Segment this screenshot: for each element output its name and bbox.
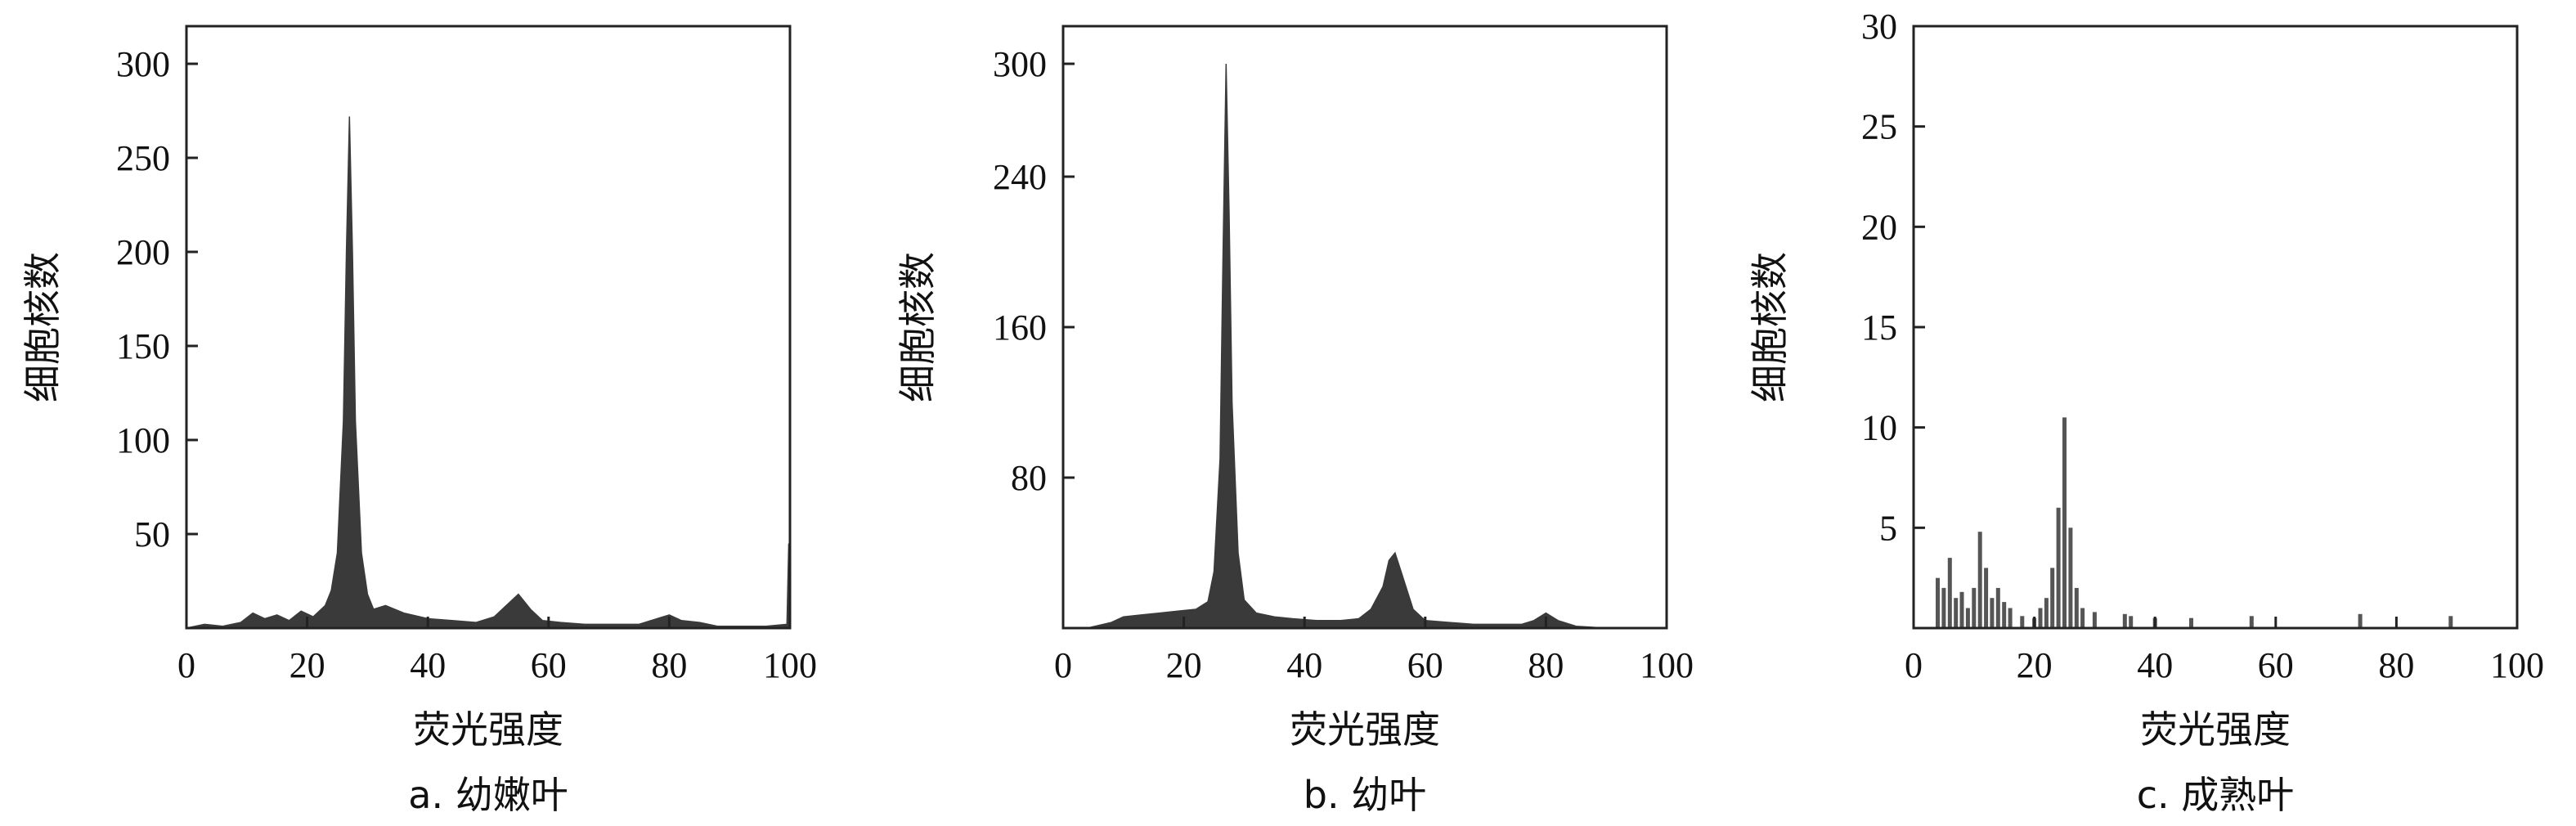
panel-b-series-area (1063, 63, 1667, 629)
panel-a-xtick-label: 100 (763, 645, 817, 685)
panel-c-bar (1990, 598, 1995, 628)
panel-a-ylabel: 细胞核数 (20, 252, 65, 402)
panel-c-bar (2074, 587, 2079, 628)
panel-b-ytick-label: 160 (993, 308, 1047, 348)
panel-a-series-area (186, 116, 791, 629)
panel-c-bar (2008, 608, 2013, 628)
panel-b-plot (1063, 63, 1667, 629)
panel-b-xtick-label: 60 (1407, 645, 1443, 685)
panel-c-ytick-label: 30 (1861, 7, 1897, 47)
panel-c-bar (2092, 612, 2097, 628)
panel-a-xtick-label: 60 (531, 645, 567, 685)
panel-c-bar (2122, 613, 2127, 628)
panel-c-bar (2068, 527, 2073, 628)
panel-a-ytick-label: 300 (116, 44, 170, 84)
panel-c-ylabel: 细胞核数 (1748, 252, 1792, 402)
panel-a-plot (186, 116, 791, 629)
panel-c-bar (1972, 587, 1977, 628)
panel-c-xtick-label: 20 (2017, 645, 2053, 685)
panel-c-xtick-label: 100 (2490, 645, 2544, 685)
panel-a-xtick-label: 0 (177, 645, 195, 685)
panel-b-ylabel: 细胞核数 (895, 252, 940, 402)
panel-c-bar (2044, 598, 2049, 628)
panel-c-bar (1941, 587, 1946, 628)
panel-b-xtick-label: 0 (1054, 645, 1072, 685)
panel-b-xlabel: 荧光强度 (1290, 707, 1440, 752)
panel-c: 细胞核数 荧光强度 c. 成熟叶 0 20 40 60 80 100 5 10 15 20 25 30 (1748, 7, 2544, 817)
panel-c-caption: c. 成熟叶 (2137, 773, 2295, 817)
panel-a-ytick-label: 150 (116, 326, 170, 366)
panel-c-xtick-label: 80 (2378, 645, 2414, 685)
panel-a: 细胞核数 荧光强度 a. 幼嫩叶 0 20 40 60 80 100 50 100 150 200… (20, 25, 817, 817)
panel-c-bar (1936, 577, 1940, 628)
panel-a-ytick-label: 100 (116, 420, 170, 460)
panel-c-bar (1954, 598, 1959, 628)
panel-c-ytick-label: 20 (1861, 207, 1897, 247)
panel-a-ytick-label: 50 (134, 514, 170, 554)
panel-c-bar (1977, 532, 1982, 628)
panel-b-ytick-label: 300 (993, 44, 1047, 84)
panel-c-plot (1936, 417, 2453, 628)
panel-b-caption: b. 幼叶 (1304, 773, 1426, 817)
panel-c-bar (2129, 616, 2134, 628)
panel-c-bar (1947, 558, 1952, 628)
panel-a-xtick-label: 20 (289, 645, 325, 685)
panel-a-caption: a. 幼嫩叶 (408, 773, 568, 817)
panel-c-bar (1995, 587, 2000, 628)
panel-c-bar (2050, 568, 2055, 628)
panel-a-ytick-label: 200 (116, 232, 170, 272)
panel-c-bar (2038, 608, 2043, 628)
panel-c-bar (2056, 507, 2061, 628)
panel-a-xlabel: 荧光强度 (413, 707, 563, 752)
panel-a-ytick-label: 250 (116, 138, 170, 178)
panel-c-bar (2249, 616, 2254, 628)
panel-c-xtick-label: 60 (2258, 645, 2294, 685)
panel-c-ytick-label: 10 (1861, 408, 1897, 448)
panel-c-bar (2020, 616, 2025, 628)
panel-a-frame (185, 25, 792, 630)
panel-c-ytick-label: 25 (1861, 107, 1897, 147)
panel-c-bar (2358, 613, 2363, 628)
panel-c-xtick-label: 0 (1905, 645, 1923, 685)
panel-c-bar (1984, 568, 1989, 628)
panel-b-xtick-label: 40 (1286, 645, 1322, 685)
panel-c-bar (2080, 608, 2085, 628)
panel-b: 细胞核数 荧光强度 b. 幼叶 0 20 40 60 80 100 80 160 240 300 (895, 25, 1694, 817)
panel-c-bar (2189, 617, 2193, 628)
panel-a-xtick-label: 80 (651, 645, 687, 685)
panel-b-xtick-label: 20 (1166, 645, 1202, 685)
panel-b-xtick-label: 100 (1640, 645, 1694, 685)
panel-c-bar (1965, 608, 1970, 628)
panel-c-frame (1912, 25, 2519, 630)
panel-c-bar (2448, 616, 2453, 628)
panel-c-xlabel: 荧光强度 (2140, 707, 2291, 752)
panel-c-ytick-label: 5 (1879, 508, 1897, 548)
panel-a-xtick-label: 40 (410, 645, 446, 685)
panel-c-bar (2002, 602, 2007, 628)
panel-c-xtick-label: 40 (2137, 645, 2173, 685)
panel-c-bar (2062, 417, 2067, 628)
panel-b-ytick-label: 80 (1011, 458, 1047, 498)
panel-b-xtick-label: 80 (1528, 645, 1564, 685)
panel-b-ytick-label: 240 (993, 157, 1047, 197)
panel-c-ytick-label: 15 (1861, 308, 1897, 348)
panel-b-frame (1061, 25, 1668, 630)
panel-c-bar (1959, 591, 1964, 628)
